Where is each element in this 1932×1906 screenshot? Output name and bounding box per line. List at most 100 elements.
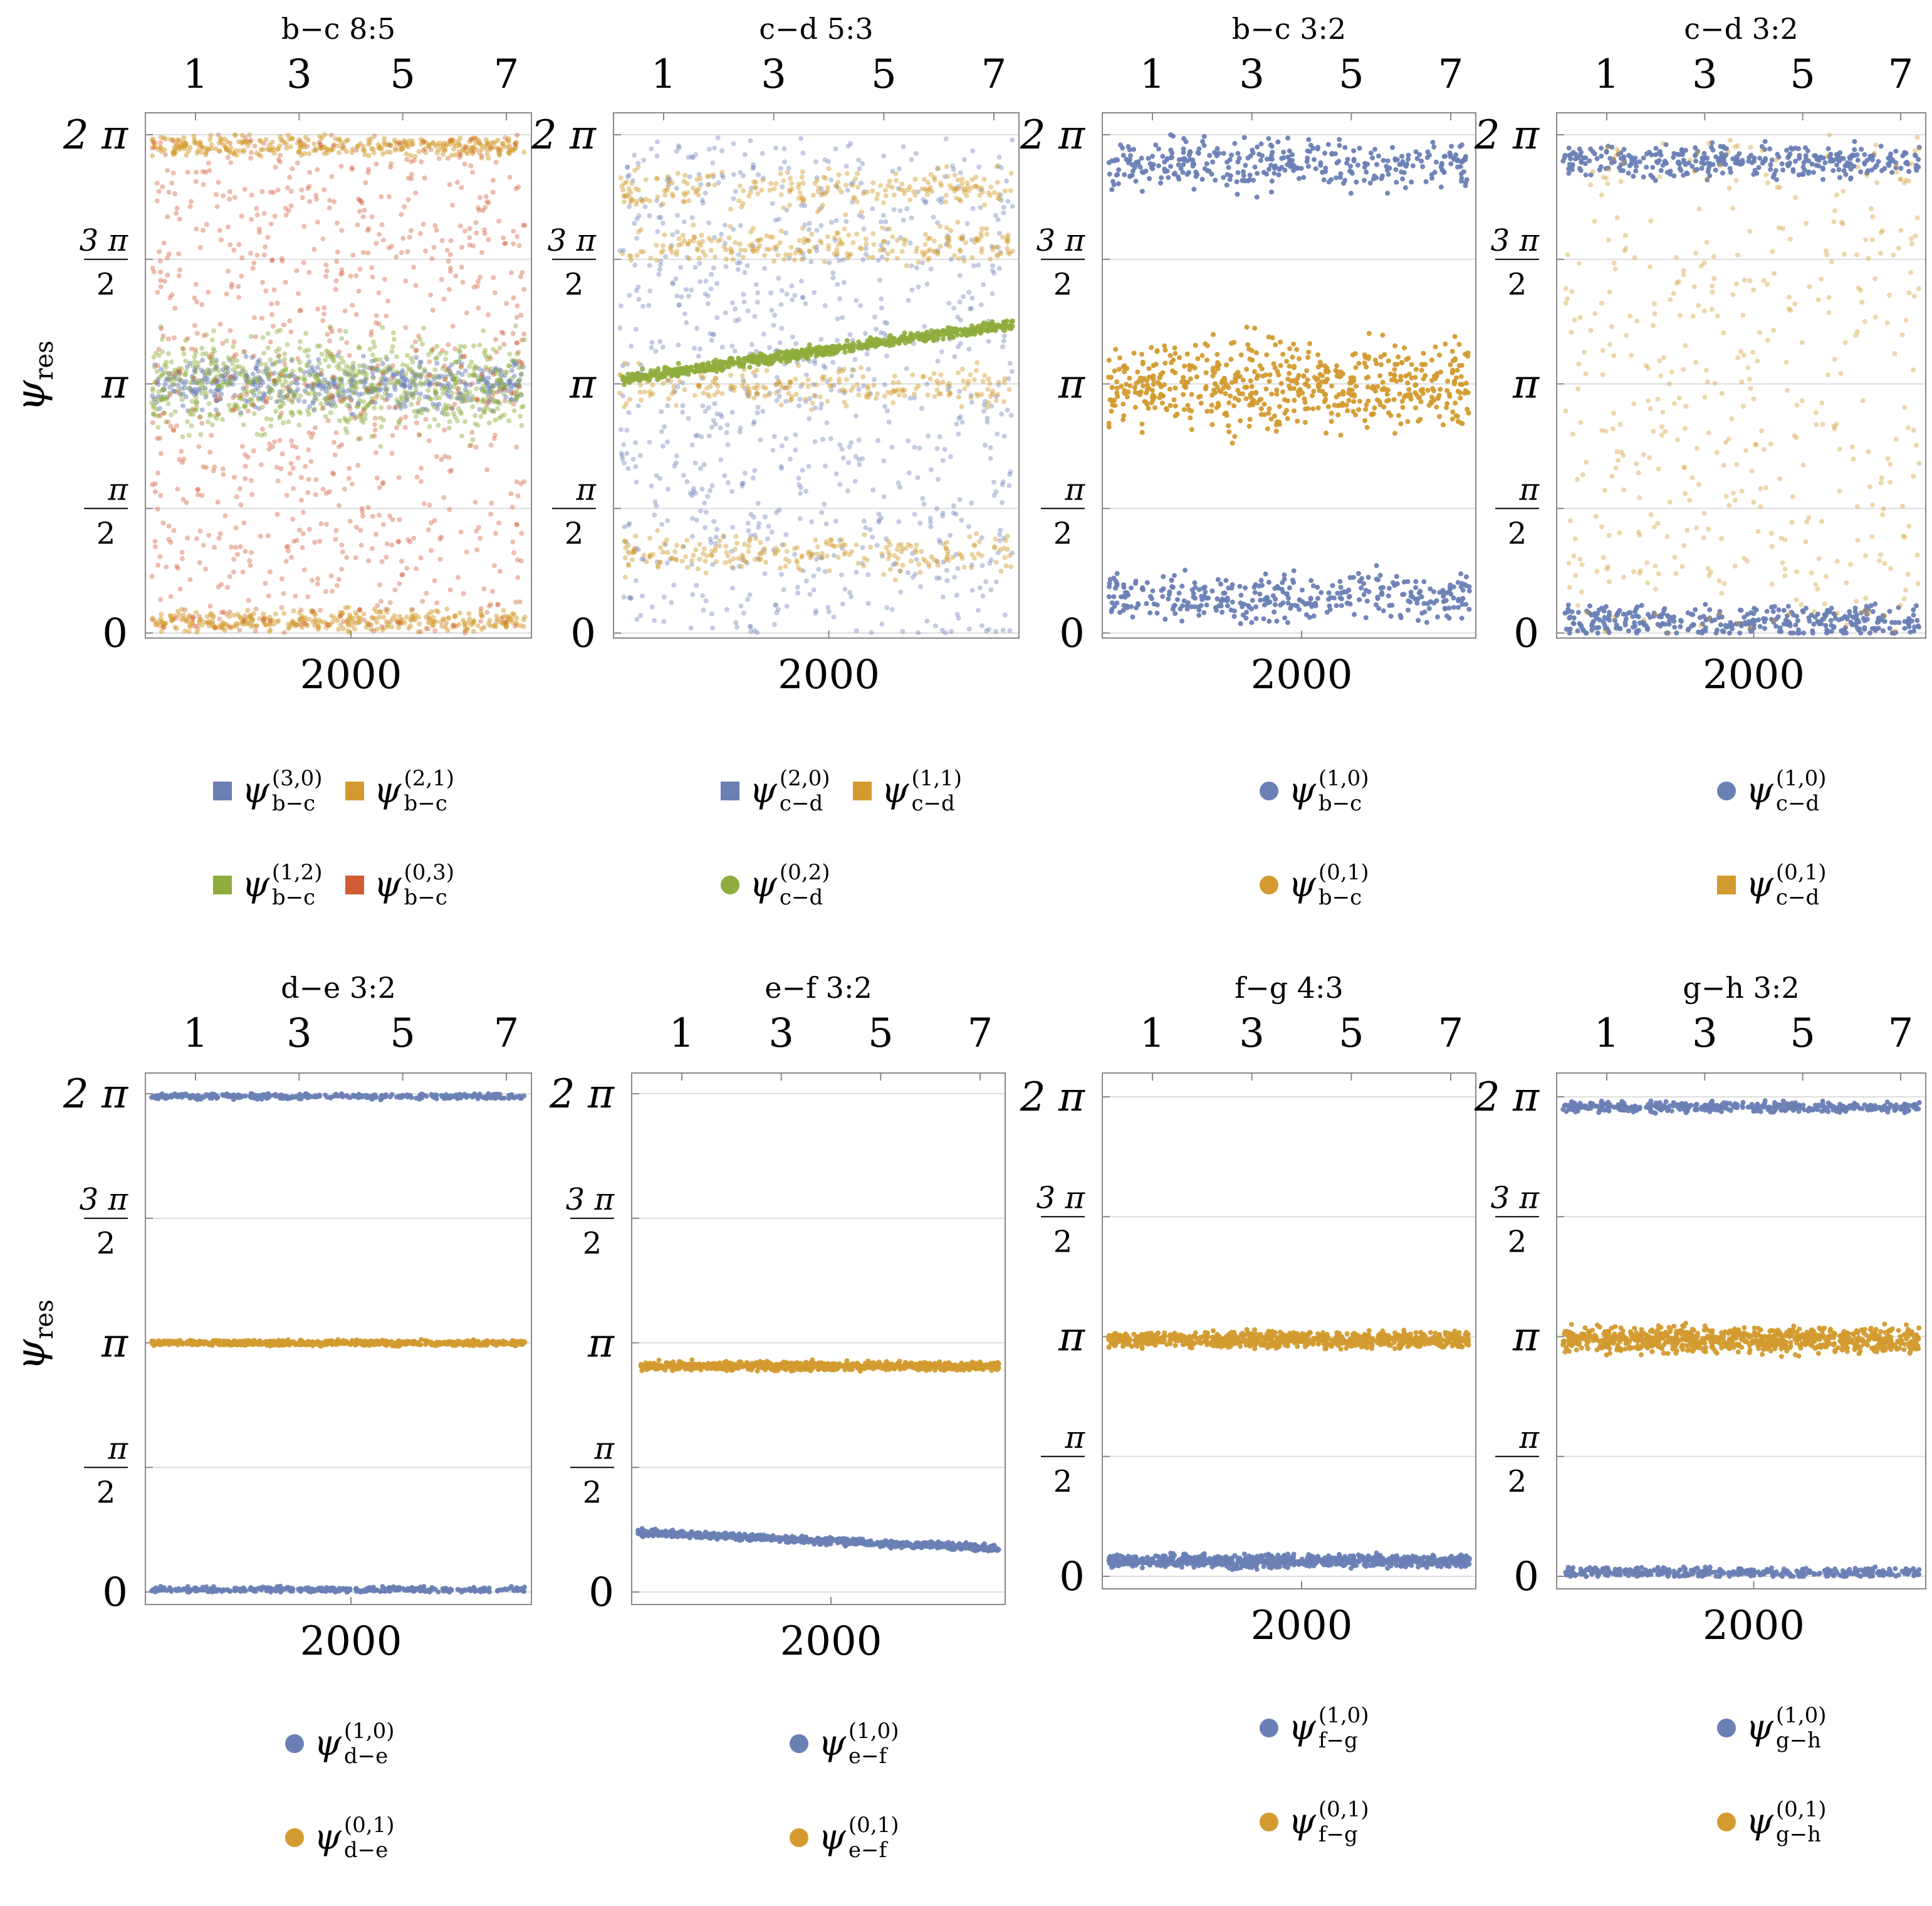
data-point — [491, 563, 497, 568]
data-point — [342, 486, 347, 492]
data-point — [154, 198, 160, 204]
data-point — [719, 148, 725, 154]
data-point — [709, 271, 714, 277]
data-point — [380, 372, 386, 378]
data-point — [695, 432, 700, 438]
data-point — [956, 551, 962, 557]
data-point — [258, 361, 264, 367]
data-point — [979, 623, 984, 629]
data-point — [849, 440, 854, 446]
data-point — [662, 192, 668, 198]
data-point — [254, 212, 260, 217]
data-point — [157, 406, 162, 411]
data-point — [237, 393, 243, 399]
data-point — [890, 380, 896, 385]
data-point — [468, 163, 474, 169]
data-point — [944, 568, 949, 573]
data-point — [311, 246, 317, 252]
data-point — [356, 288, 362, 294]
data-point — [442, 454, 447, 459]
data-point — [248, 377, 253, 382]
data-point — [180, 556, 185, 562]
data-point — [649, 146, 654, 152]
data-point — [434, 402, 440, 408]
data-point — [202, 385, 208, 391]
data-point — [969, 500, 974, 506]
data-point — [863, 236, 869, 242]
data-point — [496, 399, 501, 405]
data-point — [350, 360, 356, 366]
data-point — [390, 517, 395, 522]
data-point — [478, 605, 484, 611]
data-point — [179, 550, 185, 555]
data-point — [812, 181, 818, 186]
data-point — [165, 214, 170, 219]
data-point — [378, 599, 384, 604]
data-point — [794, 557, 800, 563]
data-point — [663, 254, 668, 259]
data-point — [682, 311, 687, 317]
data-point — [751, 395, 757, 401]
data-point — [467, 382, 473, 388]
data-point — [773, 545, 779, 551]
data-point — [437, 557, 443, 562]
data-point — [359, 506, 365, 511]
data-point — [201, 333, 207, 338]
data-point — [621, 594, 627, 600]
data-point — [402, 425, 408, 431]
data-point — [281, 322, 286, 328]
data-point — [1005, 239, 1010, 245]
data-point — [452, 359, 458, 365]
data-point — [199, 421, 205, 426]
data-point — [890, 234, 896, 239]
data-point — [706, 433, 712, 439]
data-point — [366, 153, 372, 159]
data-point — [290, 410, 295, 416]
data-point — [268, 423, 274, 429]
data-point — [938, 372, 944, 377]
data-point — [477, 407, 483, 412]
data-point — [166, 189, 172, 195]
data-point — [217, 531, 223, 537]
data-point — [871, 242, 877, 248]
data-point — [823, 539, 829, 545]
data-point — [365, 228, 370, 233]
data-point — [966, 626, 972, 632]
data-point — [398, 406, 404, 411]
data-point — [778, 165, 783, 171]
data-point — [226, 268, 231, 274]
data-point — [787, 202, 792, 208]
data-point — [885, 183, 891, 189]
data-point — [165, 419, 171, 425]
data-point — [845, 187, 850, 193]
data-point — [500, 141, 506, 147]
data-point — [443, 407, 449, 412]
data-point — [647, 213, 652, 219]
data-point — [150, 387, 155, 393]
data-point — [884, 256, 890, 262]
data-point — [763, 514, 768, 520]
data-point — [506, 139, 512, 145]
data-point — [404, 614, 409, 620]
data-point — [822, 365, 828, 370]
data-point — [742, 152, 748, 157]
data-point — [1009, 369, 1015, 374]
data-point — [902, 387, 907, 393]
data-point — [952, 172, 958, 178]
data-point — [676, 145, 682, 150]
data-point — [231, 354, 236, 360]
data-point — [330, 397, 335, 402]
data-point — [323, 273, 329, 279]
data-point — [773, 602, 778, 608]
data-point — [627, 253, 632, 258]
data-point — [511, 295, 516, 301]
data-point — [934, 506, 939, 511]
data-point — [740, 254, 746, 260]
data-point — [312, 540, 318, 545]
data-point — [159, 326, 164, 332]
data-point — [251, 353, 257, 359]
data-point — [963, 240, 969, 246]
data-point — [183, 379, 189, 384]
data-point — [488, 389, 494, 394]
